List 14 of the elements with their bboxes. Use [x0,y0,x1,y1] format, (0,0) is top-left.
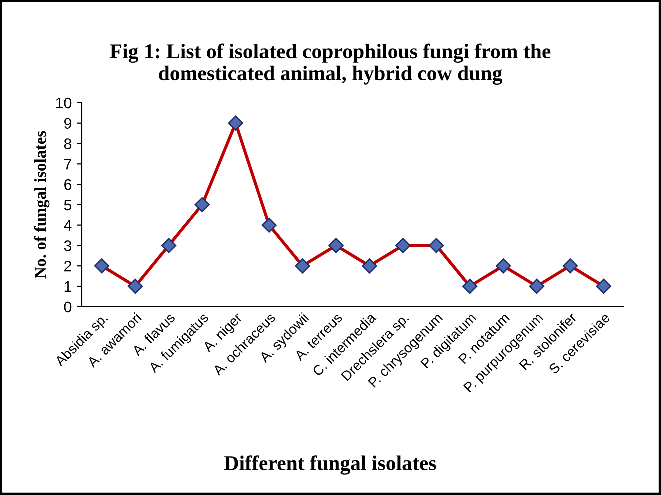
chart-title: Fig 1: List of isolated coprophilous fungi from the domesticated animal, hybrid cow dung [110,44,551,85]
y-tick-label: 9 [64,118,72,130]
y-tick-label: 2 [64,260,72,272]
y-tick-label: 4 [64,220,72,231]
y-tick-label: 1 [64,282,72,292]
y-tick-label: 6 [64,179,72,190]
y-tick-label: 5 [64,200,72,211]
y-tick-label: 8 [64,138,72,150]
x-axis-title: Different fungal isolates [224,456,436,475]
y-tick-label: 0 [64,302,72,313]
y-axis-title: No. of fungal isolates [34,131,50,279]
y-tick-label: 10 [56,98,72,109]
y-tick-label: 7 [64,159,72,170]
y-tick-label: 3 [64,240,72,252]
